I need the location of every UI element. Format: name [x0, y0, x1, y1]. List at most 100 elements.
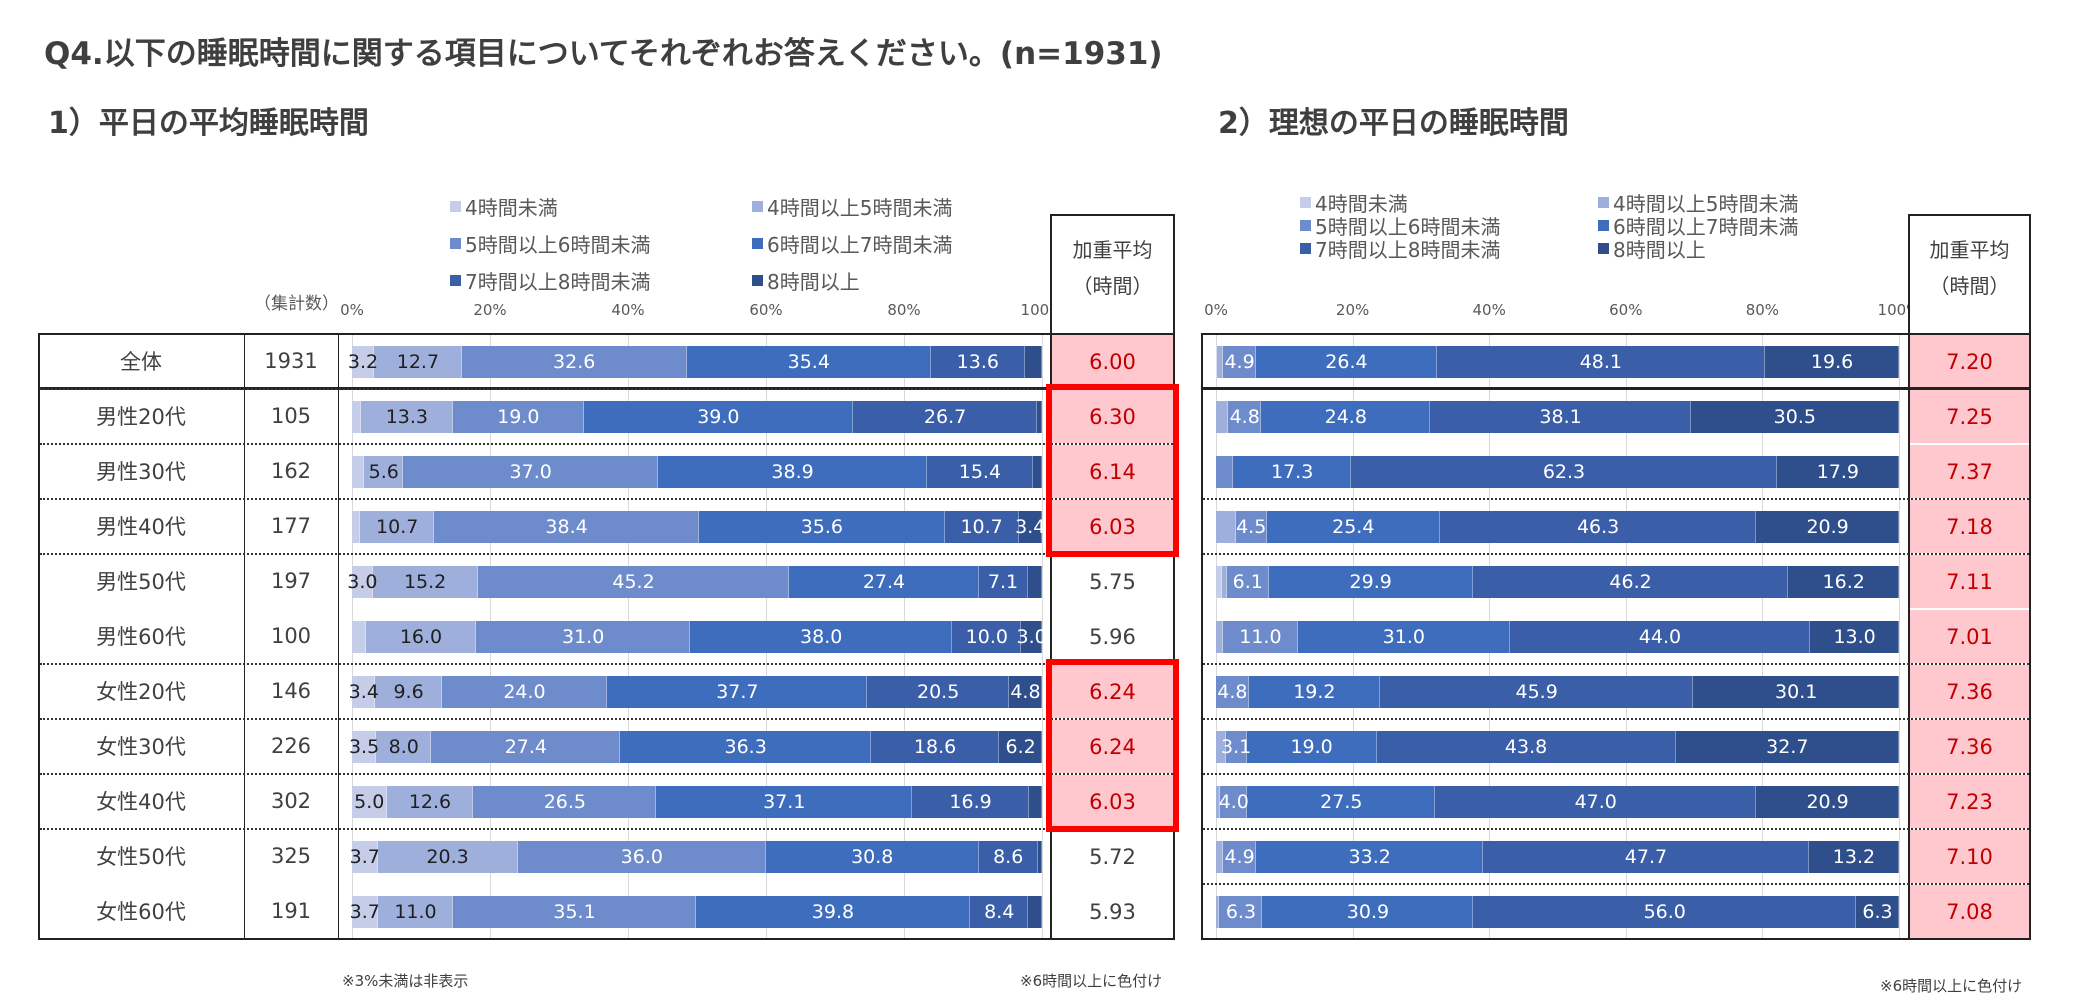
- row-count: 197: [270, 568, 312, 593]
- bar-segment: [952, 621, 1022, 653]
- bar-value-label: 4.9: [1224, 351, 1255, 373]
- weighted-average-value: 7.10: [1910, 830, 2029, 883]
- legend-item: 8時間以上: [1598, 234, 1706, 263]
- bar-segment: [1440, 511, 1757, 543]
- footnote-right: ※6時間以上に色付け: [1880, 977, 2023, 995]
- footnote-left: ※3%未満は非表示: [342, 972, 469, 990]
- bar-value-label: 16.2: [1822, 571, 1865, 593]
- bar-segment: [386, 786, 474, 818]
- bar-value-label: 36.0: [620, 846, 663, 868]
- row-separator-dotted: [1203, 663, 2029, 665]
- bar-segment: [1018, 511, 1042, 543]
- bar-segment: [1248, 676, 1380, 708]
- bar-value-label: 35.1: [553, 901, 596, 923]
- bar-value-label: 56.0: [1643, 901, 1686, 923]
- bar-segment: [360, 511, 435, 543]
- bar-value-label: 4.8: [1217, 681, 1248, 703]
- bar-segment: [1027, 566, 1042, 598]
- bar-value-label: 44.0: [1638, 626, 1682, 648]
- row-separator-dotted: [40, 443, 1173, 445]
- bar-value-label: 26.4: [1325, 351, 1368, 373]
- bar-value-label: 4.5: [1236, 516, 1267, 538]
- weighted-average-value: 6.00: [1052, 335, 1173, 388]
- x-tick-label: 60%: [1609, 301, 1643, 319]
- row-label: 女性20代: [96, 679, 186, 704]
- weighted-column-frame: [1050, 333, 1175, 940]
- row-label: 男性20代: [96, 404, 186, 429]
- bar-value-label: 45.9: [1515, 681, 1558, 703]
- chart-title-1: 1）平日の平均睡眠時間: [48, 106, 369, 141]
- legend-label: 4時間以上5時間未満: [767, 196, 953, 220]
- bar-segment: [926, 456, 1034, 488]
- bar-value-label: 35.4: [787, 351, 830, 373]
- bar-segment: [1435, 786, 1757, 818]
- row-separator-dotted: [1203, 498, 2029, 500]
- bar-segment: [441, 676, 608, 708]
- bar-value-label: 20.9: [1806, 516, 1849, 538]
- bar-value-label: 10.0: [965, 626, 1008, 648]
- bar-value-label: 11.0: [394, 901, 437, 923]
- legend-swatch-icon: [752, 238, 763, 249]
- bar-segment: [870, 731, 1000, 763]
- weighted-average-value: 7.23: [1910, 775, 2029, 828]
- bar-segment: [1033, 456, 1042, 488]
- bar-segment: [1788, 566, 1899, 598]
- x-tick-label: 40%: [1472, 301, 1506, 319]
- bar-value-label: 24.8: [1324, 406, 1367, 428]
- bar-segment: [352, 676, 376, 708]
- bar-value-label: 20.9: [1806, 791, 1849, 813]
- bar-segment: [1216, 786, 1221, 818]
- legend-label: 4時間未満: [465, 196, 558, 220]
- legend-swatch-icon: [1300, 243, 1311, 254]
- bar-segment: [1379, 676, 1694, 708]
- weighted-average-value: 7.08: [1910, 885, 2029, 938]
- bar-value-label: 18.6: [913, 736, 957, 758]
- question-title: Q4.以下の睡眠時間に関する項目についてそれぞれお答えください。(n=1931): [44, 36, 1163, 72]
- bar-segment: [352, 786, 387, 818]
- bar-segment: [1216, 456, 1234, 488]
- weighted-average-value: 7.36: [1910, 665, 2029, 718]
- weighted-average-header: 加重平均 （時間）: [1908, 214, 2031, 333]
- bar-segment: [364, 456, 404, 488]
- bar-segment: [1246, 731, 1377, 763]
- legend-item: 5時間以上6時間未満: [450, 229, 650, 258]
- bar-value-label: 5.6: [368, 461, 399, 483]
- bar-segment: [1351, 456, 1777, 488]
- bar-segment: [867, 676, 1009, 708]
- bar-value-label: 6.3: [1862, 901, 1893, 923]
- bar-value-label: 16.9: [949, 791, 992, 813]
- bar-segment: [1222, 566, 1227, 598]
- bar-value-label: 35.6: [800, 516, 844, 538]
- bar-segment: [372, 566, 478, 598]
- bar-value-label: 37.0: [509, 461, 552, 483]
- row-separator-dotted: [1203, 718, 2029, 720]
- gridline: [1899, 333, 1900, 938]
- bar-value-label: 36.3: [724, 736, 767, 758]
- bar-segment: [434, 511, 700, 543]
- bar-segment: [1216, 731, 1226, 763]
- legend-item: 6時間以上7時間未満: [752, 229, 952, 258]
- x-tick-label: 80%: [1745, 301, 1780, 319]
- bar-value-label: 30.9: [1346, 901, 1390, 923]
- bar-segment: [1228, 401, 1262, 433]
- bar-segment: [656, 786, 913, 818]
- bar-value-label: 13.6: [956, 351, 999, 373]
- bar-value-label: 26.5: [543, 791, 587, 813]
- legend-label: 6時間以上7時間未満: [1613, 215, 1799, 239]
- bar-segment: [978, 566, 1028, 598]
- bar-segment: [970, 896, 1029, 928]
- bar-segment: [352, 346, 375, 378]
- bar-value-label: 17.9: [1816, 461, 1860, 483]
- bar-segment: [403, 456, 659, 488]
- bar-segment: [453, 896, 696, 928]
- x-tick-label: 0%: [1204, 301, 1228, 319]
- bar-value-label: 39.0: [697, 406, 740, 428]
- row-separator-dotted: [40, 553, 1173, 555]
- row-separator-dotted: [40, 498, 1173, 500]
- bar-value-label: 3.2: [347, 351, 379, 373]
- bar-segment: [1268, 566, 1473, 598]
- bar-value-label: 30.8: [851, 846, 894, 868]
- weighted-average-value: 6.30: [1052, 390, 1173, 443]
- bar-value-label: 25.4: [1332, 516, 1375, 538]
- bar-value-label: 32.7: [1766, 736, 1809, 758]
